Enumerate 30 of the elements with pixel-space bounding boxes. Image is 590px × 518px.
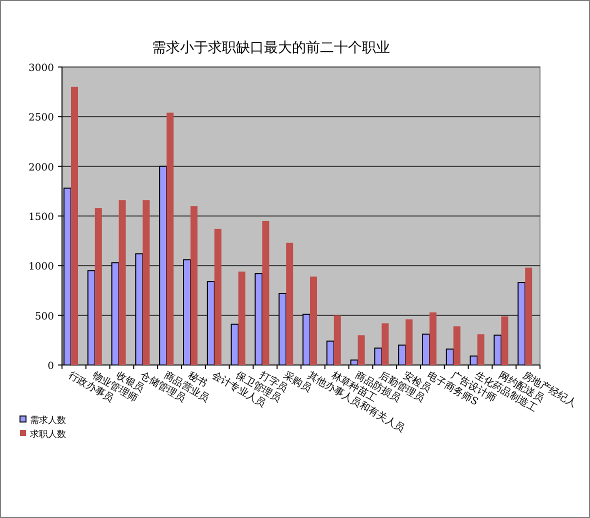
y-tick-label: 1000 (28, 262, 54, 273)
bar (238, 272, 246, 365)
bar (71, 86, 78, 365)
bar (358, 335, 365, 365)
y-tick-label: 500 (34, 311, 54, 322)
bar (118, 200, 126, 365)
bar (406, 319, 413, 365)
bar (286, 242, 294, 365)
legend-label: 需求人数 (30, 415, 66, 426)
bar (477, 334, 484, 365)
bar (166, 112, 174, 365)
y-tick-label: 3000 (28, 63, 54, 74)
bar (310, 276, 317, 365)
y-tick-label: 2500 (28, 112, 54, 124)
bar (334, 315, 341, 365)
bar (190, 206, 198, 365)
bar (262, 220, 270, 365)
bar (142, 200, 150, 365)
chart-title: 需求小于求职缺口最大的前二十个职业 (152, 40, 390, 56)
y-tick-label: 2000 (28, 162, 54, 174)
bar (453, 326, 460, 365)
bar (501, 316, 508, 365)
bar (430, 312, 436, 365)
bar (525, 268, 532, 365)
bar (382, 323, 389, 365)
bar (214, 228, 222, 365)
y-tick-label: 1500 (28, 212, 54, 223)
legend-label: 求职人数 (30, 429, 66, 440)
y-tick-label: 0 (48, 361, 54, 372)
bar (94, 208, 102, 365)
